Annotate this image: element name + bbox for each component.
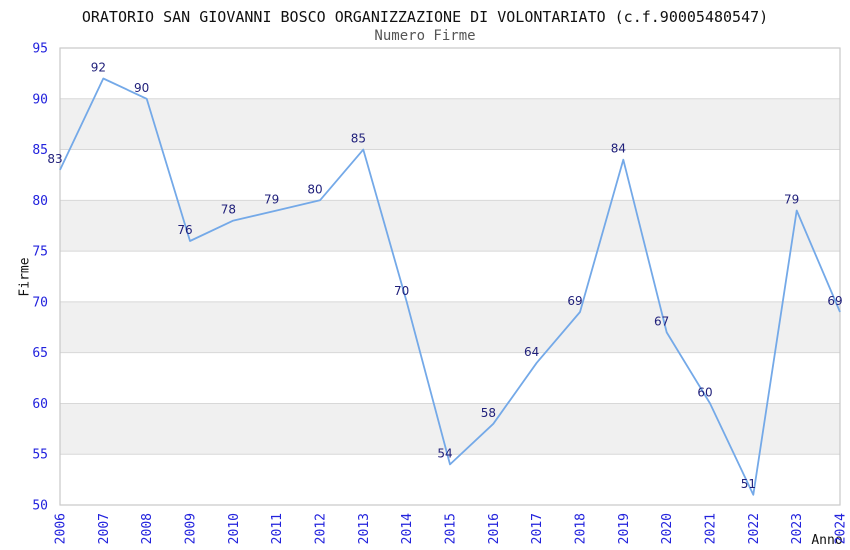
point-label: 84 (611, 142, 626, 156)
point-label: 58 (481, 406, 496, 420)
point-label: 92 (91, 60, 106, 74)
point-label: 70 (394, 284, 409, 298)
x-tick-label: 2018 (574, 513, 589, 544)
x-tick-label: 2011 (270, 513, 285, 544)
y-tick-label: 95 (32, 42, 48, 57)
chart-subtitle: Numero Firme (374, 28, 476, 44)
y-tick-label: 65 (32, 346, 48, 361)
y-tick-label: 55 (32, 448, 48, 463)
x-tick-label: 2015 (444, 513, 459, 544)
y-tick-label: 75 (32, 245, 48, 260)
x-tick-label: 2009 (184, 513, 199, 544)
x-tick-label: 2012 (314, 513, 329, 544)
x-tick-label: 2017 (530, 513, 545, 544)
x-tick-label: 2016 (487, 513, 502, 544)
point-label: 69 (827, 294, 842, 308)
point-label: 67 (654, 314, 669, 328)
x-tick-label: 2006 (54, 513, 69, 544)
x-tick-label: 2008 (140, 513, 155, 544)
plot-band (60, 301, 840, 353)
y-tick-label: 80 (32, 194, 48, 209)
x-tick-label: 2024 (834, 513, 849, 544)
y-tick-label: 90 (32, 92, 48, 107)
chart-title: ORATORIO SAN GIOVANNI BOSCO ORGANIZZAZIO… (81, 8, 769, 26)
point-label: 54 (437, 446, 452, 460)
point-label: 79 (784, 192, 799, 206)
y-tick-label: 70 (32, 295, 48, 310)
point-label: 83 (47, 152, 62, 166)
plot-band (60, 98, 840, 150)
x-tick-label: 2020 (660, 513, 675, 544)
x-tick-label: 2022 (747, 513, 762, 544)
series-line (59, 77, 841, 496)
x-tick-label: 2014 (400, 513, 415, 544)
point-label: 90 (134, 81, 149, 95)
point-label: 78 (221, 203, 236, 217)
y-tick-label: 85 (32, 143, 48, 158)
x-axis-label: Anno (811, 533, 843, 548)
plot-band (60, 403, 840, 455)
x-tick-label: 2023 (790, 513, 805, 544)
point-label: 79 (264, 192, 279, 206)
point-label: 51 (741, 477, 756, 491)
plot-band (60, 200, 840, 252)
x-tick-label: 2007 (97, 513, 112, 544)
y-tick-label: 50 (32, 499, 48, 514)
point-label: 69 (567, 294, 582, 308)
point-label: 80 (307, 182, 322, 196)
plot-border (59, 47, 841, 506)
point-label: 60 (697, 385, 712, 399)
x-tick-label: 2021 (704, 513, 719, 544)
point-label: 64 (524, 345, 539, 359)
point-label: 85 (351, 132, 366, 146)
x-tick-label: 2019 (617, 513, 632, 544)
point-label: 76 (177, 223, 192, 237)
x-tick-label: 2013 (357, 513, 372, 544)
x-tick-label: 2010 (227, 513, 242, 544)
y-tick-label: 60 (32, 397, 48, 412)
